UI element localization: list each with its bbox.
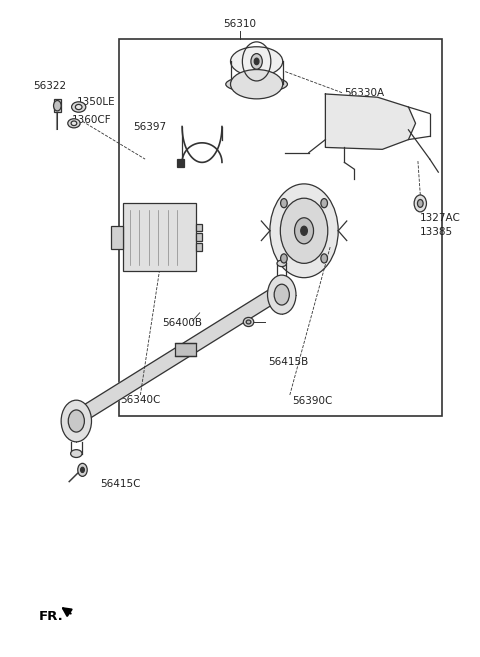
Ellipse shape xyxy=(243,317,254,327)
Circle shape xyxy=(281,254,287,263)
Circle shape xyxy=(81,467,84,472)
Text: 56322: 56322 xyxy=(34,81,67,91)
Ellipse shape xyxy=(71,121,77,125)
Ellipse shape xyxy=(226,76,288,93)
Text: 56390C: 56390C xyxy=(292,396,333,407)
Text: FR.: FR. xyxy=(38,610,63,623)
Circle shape xyxy=(321,198,327,208)
Text: 56415B: 56415B xyxy=(268,357,309,367)
Text: 56340C: 56340C xyxy=(120,395,160,405)
Circle shape xyxy=(418,200,423,208)
Circle shape xyxy=(61,400,92,442)
Circle shape xyxy=(280,198,328,263)
Circle shape xyxy=(414,195,426,212)
Text: 56397: 56397 xyxy=(133,122,167,131)
Circle shape xyxy=(321,254,327,263)
Ellipse shape xyxy=(246,320,251,324)
Circle shape xyxy=(68,410,84,432)
Circle shape xyxy=(54,101,61,111)
Bar xyxy=(196,243,202,251)
Text: 1360CF: 1360CF xyxy=(72,115,111,125)
Ellipse shape xyxy=(230,47,283,76)
Text: 56310: 56310 xyxy=(224,18,256,29)
Ellipse shape xyxy=(71,449,82,457)
Circle shape xyxy=(295,217,313,244)
Bar xyxy=(119,39,442,417)
Polygon shape xyxy=(325,94,416,149)
Text: 13385: 13385 xyxy=(420,227,454,237)
Text: 56415C: 56415C xyxy=(100,478,141,489)
Circle shape xyxy=(281,198,287,208)
Polygon shape xyxy=(72,286,280,427)
Circle shape xyxy=(78,463,87,476)
Circle shape xyxy=(301,226,307,235)
Text: 1327AC: 1327AC xyxy=(420,213,461,223)
Text: 56330A: 56330A xyxy=(344,87,384,98)
Bar xyxy=(196,223,202,231)
Ellipse shape xyxy=(72,102,86,112)
Bar xyxy=(111,225,122,249)
Ellipse shape xyxy=(230,70,283,99)
Bar xyxy=(175,343,196,356)
Circle shape xyxy=(270,184,338,278)
Circle shape xyxy=(254,58,259,64)
Ellipse shape xyxy=(277,260,287,267)
Text: 56400B: 56400B xyxy=(162,318,202,328)
Bar xyxy=(54,99,61,112)
Circle shape xyxy=(267,275,296,314)
Bar xyxy=(122,203,196,271)
Ellipse shape xyxy=(75,104,82,110)
Ellipse shape xyxy=(68,119,80,128)
Bar xyxy=(178,159,184,167)
Text: 1350LE: 1350LE xyxy=(76,97,115,107)
Bar xyxy=(196,233,202,241)
Circle shape xyxy=(274,284,289,305)
Circle shape xyxy=(251,54,262,69)
